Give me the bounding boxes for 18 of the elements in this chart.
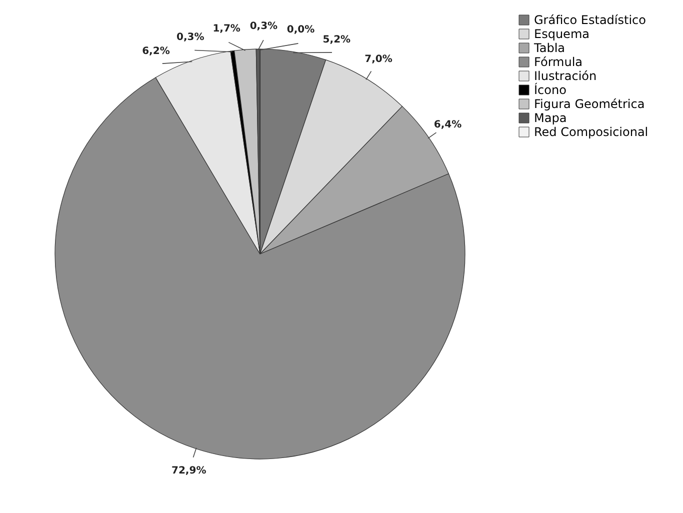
data-label: 72,9% bbox=[172, 466, 206, 477]
data-label: 7,0% bbox=[364, 54, 392, 66]
data-label: 1,7% bbox=[212, 23, 240, 34]
text: 0,0% bbox=[286, 24, 315, 36]
legend-label: Tabla bbox=[533, 41, 566, 55]
legend-label: Mapa bbox=[534, 111, 567, 125]
legend-label: Ilustración bbox=[534, 69, 597, 83]
data-label: 0,3% bbox=[176, 32, 204, 43]
legend-label: Ícono bbox=[534, 82, 566, 97]
data-label: 6,2% bbox=[142, 46, 170, 58]
legend-label: Figura Geométrica bbox=[534, 97, 645, 111]
data-label: 6,4% bbox=[434, 120, 462, 131]
legend-label: Red Composicional bbox=[534, 125, 648, 139]
data-label: 5,2% bbox=[322, 34, 351, 46]
legend-label: Gráfico Estadístico bbox=[534, 13, 646, 27]
legend-label: Fórmula bbox=[534, 55, 583, 69]
data-label: 0,3% bbox=[250, 21, 278, 32]
legend-label: Esquema bbox=[534, 27, 590, 41]
